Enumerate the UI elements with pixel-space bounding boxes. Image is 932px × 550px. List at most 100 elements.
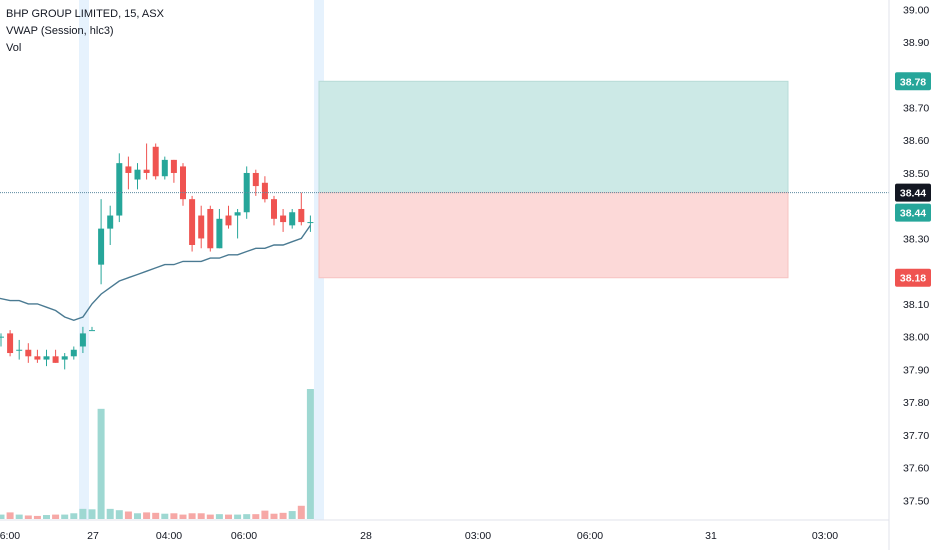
time-tick-label: 06:00 [0, 530, 20, 542]
time-tick-label: 04:00 [156, 530, 182, 542]
candle[interactable] [298, 192, 305, 226]
last-price-badge-text: 38.44 [900, 188, 926, 200]
target-price-badge-text: 38.78 [900, 76, 926, 88]
price-tick-label: 37.90 [903, 364, 929, 376]
candle-body [152, 146, 159, 177]
volume-bar [0, 514, 5, 519]
price-tick-label: 38.50 [903, 168, 929, 180]
candle[interactable] [170, 159, 177, 183]
candle[interactable] [198, 205, 205, 249]
volume-bar [43, 515, 50, 519]
candle-body [161, 159, 168, 177]
stop-price-badge[interactable]: 38.18 [895, 268, 931, 287]
candle[interactable] [107, 205, 114, 245]
candle[interactable] [189, 195, 196, 252]
volume-bar [197, 513, 205, 519]
vwap-line [0, 224, 311, 322]
candle[interactable] [34, 349, 41, 363]
volume-bar [97, 408, 105, 519]
candle[interactable] [216, 208, 223, 249]
candle[interactable] [16, 339, 23, 360]
candle[interactable] [152, 143, 159, 180]
candle[interactable] [52, 349, 59, 363]
candle-body [271, 199, 277, 219]
volume-bar [70, 513, 78, 519]
candle[interactable] [289, 208, 296, 229]
price-tick-label: 37.80 [903, 397, 929, 409]
volume-bar [225, 514, 232, 519]
volume-bar [115, 510, 123, 519]
candle[interactable] [207, 205, 214, 252]
candle[interactable] [261, 176, 268, 203]
volume-bar [252, 514, 260, 519]
volume-bar [79, 508, 87, 519]
symbol-title[interactable]: BHP GROUP LIMITED, 15, ASX [6, 8, 164, 20]
candle-body [280, 215, 287, 223]
price-tick-label: 38.90 [903, 37, 929, 49]
price-tick-label: 37.50 [903, 495, 929, 507]
volume-bar [261, 510, 269, 519]
entry-price-badge-text: 38.44 [900, 208, 926, 220]
volume-bar [306, 389, 314, 519]
time-tick-label: 06:00 [577, 530, 603, 542]
candle[interactable] [0, 333, 4, 347]
volume-bar [124, 511, 132, 519]
stop-price-badge-text: 38.18 [900, 273, 926, 285]
profit-zone[interactable] [318, 80, 789, 194]
candle-body [16, 349, 23, 351]
candle-body [89, 330, 95, 332]
entry-price-badge[interactable]: 38.44 [895, 203, 931, 222]
candle[interactable] [271, 195, 277, 226]
candle[interactable] [89, 326, 95, 332]
last-price-badge[interactable]: 38.44 [895, 183, 931, 202]
price-tick-label: 38.70 [903, 102, 929, 114]
candle[interactable] [43, 349, 50, 367]
session-highlight [79, 0, 89, 520]
candle[interactable] [61, 353, 68, 370]
target-price-badge[interactable]: 38.78 [895, 72, 931, 91]
candle[interactable] [7, 330, 14, 357]
candle-body [61, 356, 68, 360]
volume-bar [33, 515, 41, 519]
price-tick-label: 37.60 [903, 463, 929, 475]
time-tick-label: 28 [360, 530, 372, 542]
candle-body [70, 349, 77, 357]
loss-zone[interactable] [318, 192, 789, 279]
volume-bar [143, 512, 151, 519]
volume-bar [206, 514, 214, 519]
candle[interactable] [180, 163, 186, 206]
candle[interactable] [307, 215, 314, 232]
volume-bar [234, 514, 242, 519]
vwap-legend-label[interactable]: VWAP (Session, hlc3) [6, 25, 114, 37]
time-tick-label: 31 [705, 530, 717, 542]
volume-bar [24, 515, 32, 519]
volume-bar [243, 514, 251, 519]
candle-body [261, 182, 268, 200]
volume-legend-label[interactable]: Vol [6, 42, 22, 54]
candle[interactable] [70, 346, 77, 360]
candle[interactable] [252, 169, 259, 196]
candle[interactable] [25, 343, 32, 363]
candle[interactable] [116, 153, 123, 223]
price-tick-label: 38.30 [903, 233, 929, 245]
candle[interactable] [225, 205, 232, 229]
stop-price-badge-bg [895, 268, 931, 287]
candle-body [225, 215, 232, 226]
candle-body [7, 333, 14, 354]
candle[interactable] [280, 208, 287, 232]
candle[interactable] [143, 143, 150, 180]
time-tick-label: 27 [87, 530, 99, 542]
candle-body [52, 356, 59, 363]
candle-body [107, 215, 114, 229]
volume-bar [106, 508, 114, 519]
candle[interactable] [234, 208, 241, 239]
candle[interactable] [79, 326, 86, 354]
volume-bar [270, 513, 278, 519]
candle-body [34, 356, 41, 360]
candle[interactable] [98, 199, 105, 285]
volume-bar [179, 514, 187, 519]
candle[interactable] [161, 156, 168, 180]
candle[interactable] [125, 156, 132, 190]
candle[interactable] [134, 163, 141, 190]
